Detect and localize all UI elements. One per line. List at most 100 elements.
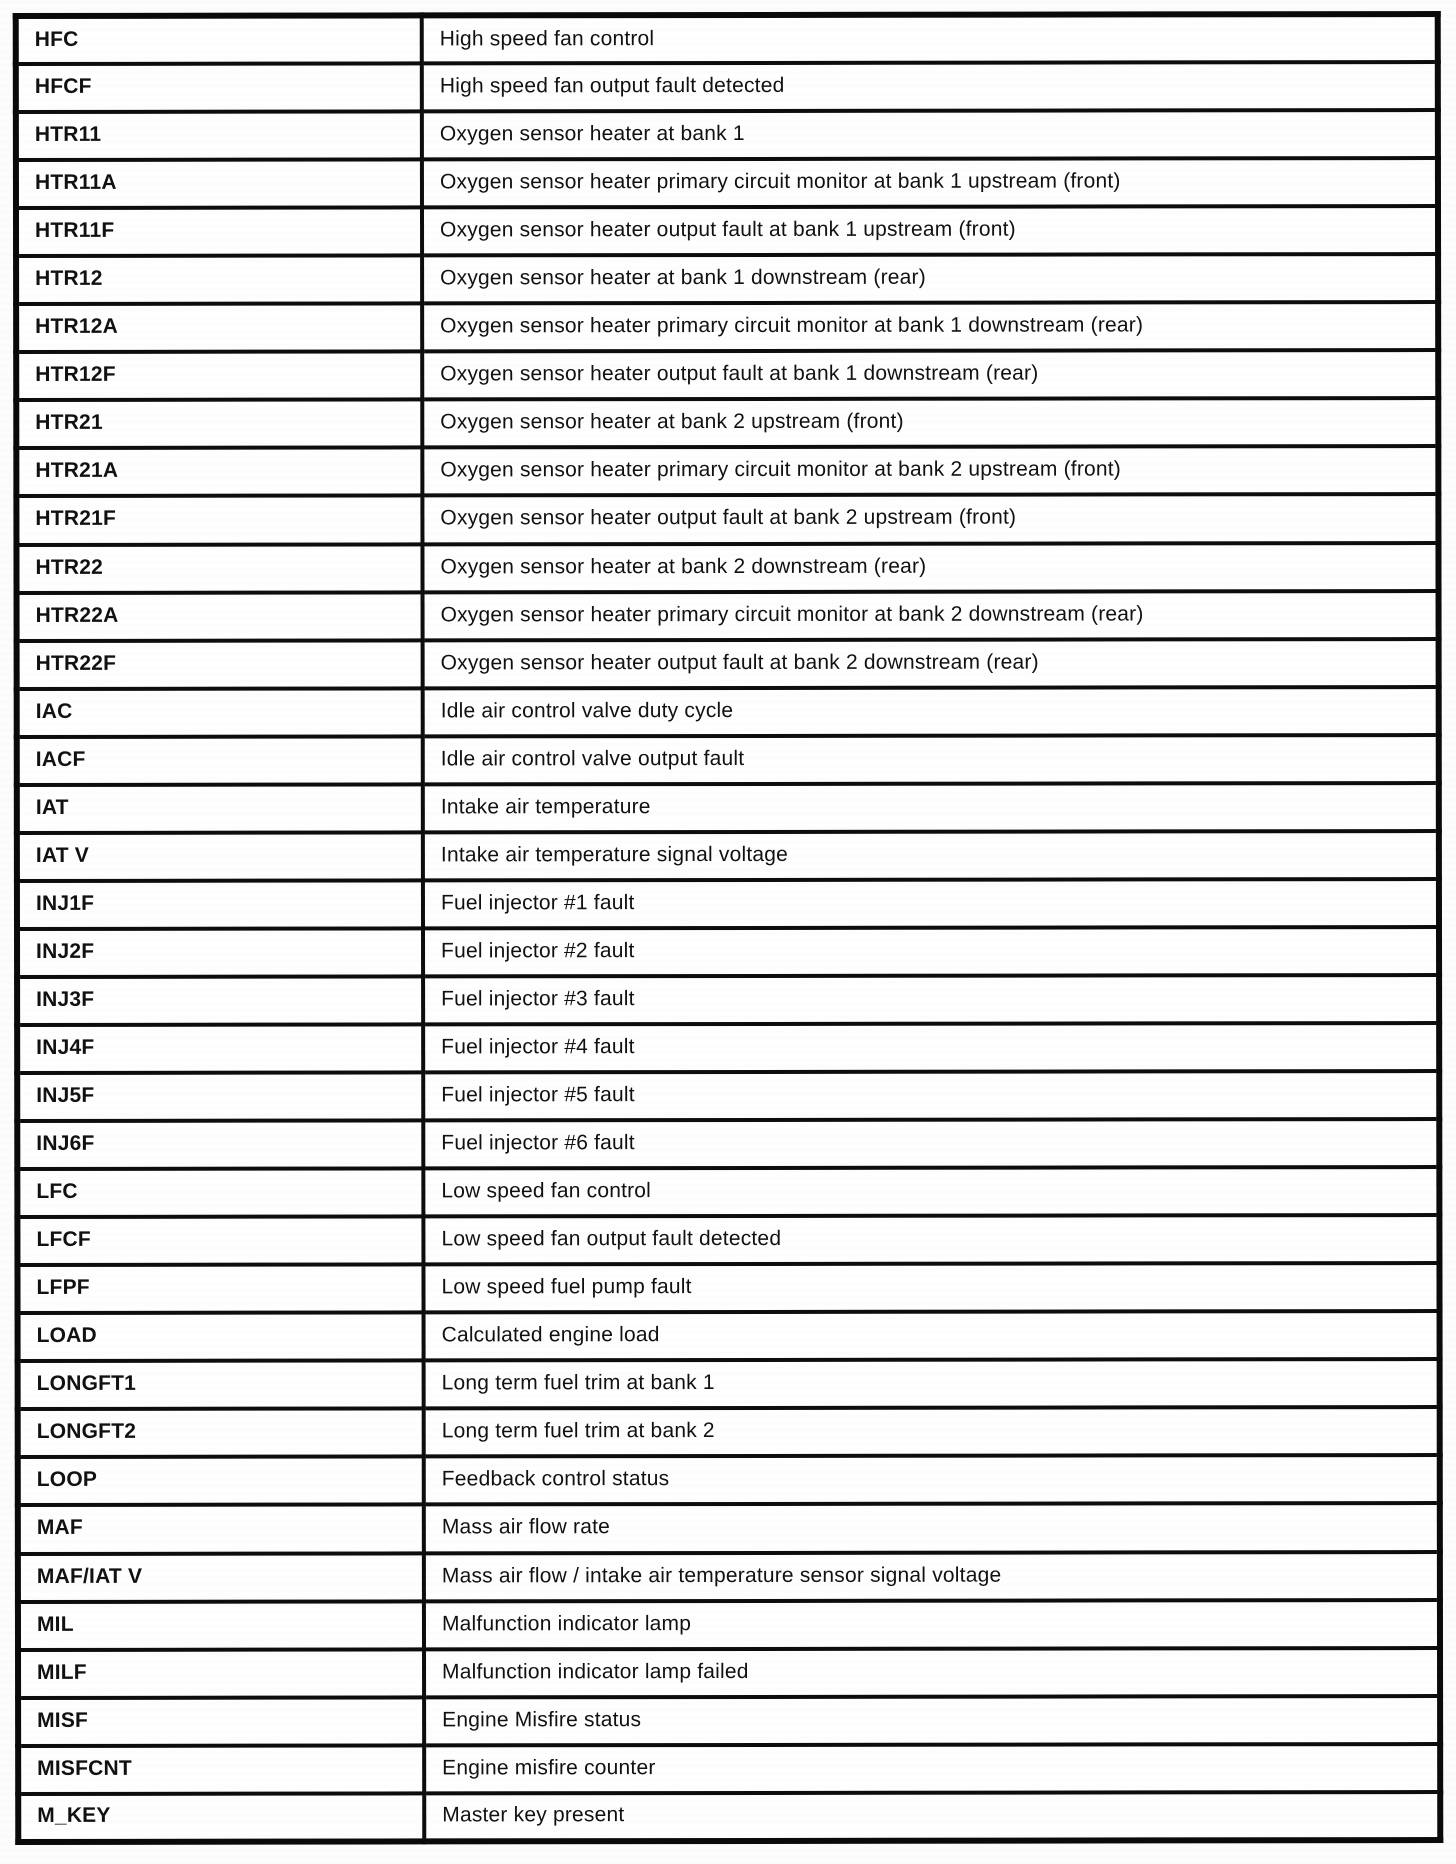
- description-cell: Mass air flow rate: [423, 1503, 1440, 1553]
- table-row: HTR11 Oxygen sensor heater at bank 1: [15, 110, 1438, 161]
- description-cell: Idle air control valve output fault: [422, 734, 1439, 785]
- acronym-table: HFC High speed fan control HFCF High speed …: [12, 11, 1444, 1845]
- acronym-cell: HTR11F: [15, 207, 423, 257]
- description-cell: Long term fuel trim at bank 1: [423, 1359, 1440, 1409]
- description-cell: Fuel injector #6 fault: [423, 1119, 1440, 1169]
- table-row: INJ1F Fuel injector #1 fault: [16, 878, 1439, 929]
- table-row: HTR21A Oxygen sensor heater primary circu…: [16, 446, 1439, 497]
- table-row: MISFCNT Engine misfire counter: [18, 1743, 1441, 1794]
- table-row: HFCF High speed fan output fault detected: [15, 62, 1438, 113]
- table-row: LONGFT1 Long term fuel trim at bank 1: [17, 1359, 1440, 1410]
- table-row: INJ6F Fuel injector #6 fault: [17, 1119, 1440, 1170]
- table-row: HTR11A Oxygen sensor heater primary circu…: [15, 158, 1438, 209]
- table-row: INJ2F Fuel injector #2 fault: [17, 926, 1440, 977]
- acronym-cell: IAT V: [16, 832, 423, 881]
- description-cell: Oxygen sensor heater output fault at ban…: [421, 206, 1439, 256]
- description-cell: Idle air control valve duty cycle: [422, 686, 1439, 737]
- table-row: INJ5F Fuel injector #5 fault: [17, 1071, 1440, 1122]
- acronym-cell: IAC: [16, 688, 423, 737]
- description-cell: Fuel injector #1 fault: [422, 878, 1439, 929]
- acronym-cell: HTR11A: [15, 159, 422, 209]
- table-row: LFC Low speed fan control: [17, 1167, 1440, 1218]
- description-cell: Low speed fan control: [423, 1167, 1440, 1217]
- table-row: HTR22F Oxygen sensor heater output fault …: [16, 638, 1439, 689]
- acronym-cell: LOOP: [17, 1456, 424, 1506]
- description-cell: Engine misfire counter: [424, 1743, 1441, 1794]
- table-row: HTR21 Oxygen sensor heater at bank 2 upst…: [16, 398, 1439, 449]
- description-cell: Malfunction indicator lamp failed: [424, 1647, 1441, 1698]
- acronym-cell: MAF: [17, 1504, 424, 1554]
- table-row: MIL Malfunction indicator lamp: [17, 1599, 1441, 1650]
- description-cell: Engine Misfire status: [424, 1695, 1441, 1746]
- acronym-cell: LFC: [17, 1168, 424, 1218]
- description-cell: Feedback control status: [423, 1455, 1440, 1505]
- description-cell: Oxygen sensor heater output fault at ban…: [422, 638, 1439, 689]
- description-cell: High speed fan control: [421, 14, 1438, 64]
- table-row: HTR12A Oxygen sensor heater primary circu…: [16, 302, 1439, 353]
- table-row: MAF Mass air flow rate: [17, 1503, 1440, 1554]
- description-cell: Oxygen sensor heater primary circuit mon…: [422, 302, 1439, 352]
- acronym-cell: HTR12: [16, 255, 423, 305]
- description-cell: Oxygen sensor heater at bank 1 downstrea…: [422, 254, 1439, 304]
- acronym-cell: HTR21F: [16, 495, 423, 545]
- acronym-cell: LOAD: [17, 1312, 424, 1362]
- acronym-cell: MISFCNT: [18, 1745, 425, 1794]
- acronym-cell: MIL: [17, 1600, 425, 1650]
- table-row: HTR22 Oxygen sensor heater at bank 2 down…: [16, 542, 1439, 593]
- table-row: LOAD Calculated engine load: [17, 1311, 1440, 1362]
- acronym-cell: IAT: [16, 784, 423, 833]
- description-cell: Oxygen sensor heater primary circuit mon…: [422, 446, 1439, 496]
- description-cell: Oxygen sensor heater output fault at ban…: [422, 494, 1439, 544]
- description-cell: Oxygen sensor heater at bank 2 downstrea…: [422, 542, 1439, 592]
- table-row: IAC Idle air control valve duty cycle: [16, 686, 1439, 737]
- description-cell: Fuel injector #2 fault: [423, 926, 1440, 977]
- description-cell: Oxygen sensor heater at bank 2 upstream …: [422, 398, 1439, 448]
- acronym-cell: HTR22: [16, 543, 423, 593]
- table-row: LOOP Feedback control status: [17, 1455, 1440, 1506]
- description-cell: Long term fuel trim at bank 2: [423, 1407, 1440, 1457]
- table-row: HTR22A Oxygen sensor heater primary circu…: [16, 590, 1439, 641]
- acronym-cell: INJ2F: [17, 928, 424, 977]
- table-row: IAT V Intake air temperature signal volta…: [16, 830, 1439, 881]
- acronym-cell: INJ4F: [17, 1024, 424, 1074]
- table-row: HFC High speed fan control: [15, 14, 1438, 65]
- acronym-cell: IACF: [16, 736, 423, 785]
- acronym-cell: MAF/IAT V: [17, 1552, 424, 1602]
- acronym-cell: LONGFT1: [17, 1360, 424, 1410]
- table-row: HTR12F Oxygen sensor heater output fault …: [16, 350, 1439, 401]
- acronym-cell: MISF: [18, 1697, 425, 1746]
- acronym-cell: INJ3F: [17, 976, 424, 1025]
- description-cell: Intake air temperature: [422, 782, 1439, 833]
- description-cell: Mass air flow / intake air temperature s…: [423, 1551, 1440, 1601]
- acronym-cell: HFC: [15, 15, 422, 65]
- description-cell: Master key present: [424, 1791, 1441, 1842]
- description-cell: Fuel injector #5 fault: [423, 1071, 1440, 1121]
- acronym-cell: LFCF: [17, 1216, 424, 1266]
- table-row: INJ3F Fuel injector #3 fault: [17, 974, 1440, 1025]
- table-row: MILF Malfunction indicator lamp failed: [18, 1647, 1441, 1698]
- table-row: HTR11F Oxygen sensor heater output fault …: [15, 206, 1439, 257]
- description-cell: Intake air temperature signal voltage: [422, 830, 1439, 881]
- acronym-cell: HTR22F: [16, 640, 423, 689]
- table-row: IACF Idle air control valve output fault: [16, 734, 1439, 785]
- acronym-cell: INJ6F: [17, 1120, 424, 1170]
- description-cell: High speed fan output fault detected: [421, 62, 1438, 112]
- table-row: MISF Engine Misfire status: [18, 1695, 1441, 1746]
- acronym-cell: HTR11: [15, 111, 422, 161]
- acronym-cell: HTR12A: [16, 303, 423, 353]
- table-row: HTR21F Oxygen sensor heater output fault …: [16, 494, 1439, 545]
- acronym-cell: INJ1F: [16, 880, 424, 929]
- description-cell: Oxygen sensor heater primary circuit mon…: [421, 158, 1438, 208]
- acronym-table-body: HFC High speed fan control HFCF High speed …: [15, 14, 1441, 1842]
- description-cell: Oxygen sensor heater primary circuit mon…: [422, 590, 1439, 641]
- table-row: LFCF Low speed fan output fault detected: [17, 1215, 1440, 1266]
- acronym-cell: M_KEY: [18, 1793, 425, 1842]
- description-cell: Fuel injector #4 fault: [423, 1022, 1440, 1073]
- description-cell: Calculated engine load: [423, 1311, 1440, 1361]
- table-row: INJ4F Fuel injector #4 fault: [17, 1022, 1440, 1074]
- acronym-cell: LFPF: [17, 1264, 424, 1314]
- description-cell: Low speed fan output fault detected: [423, 1215, 1440, 1265]
- acronym-cell: MILF: [18, 1649, 425, 1698]
- acronym-cell: HTR21A: [16, 447, 423, 497]
